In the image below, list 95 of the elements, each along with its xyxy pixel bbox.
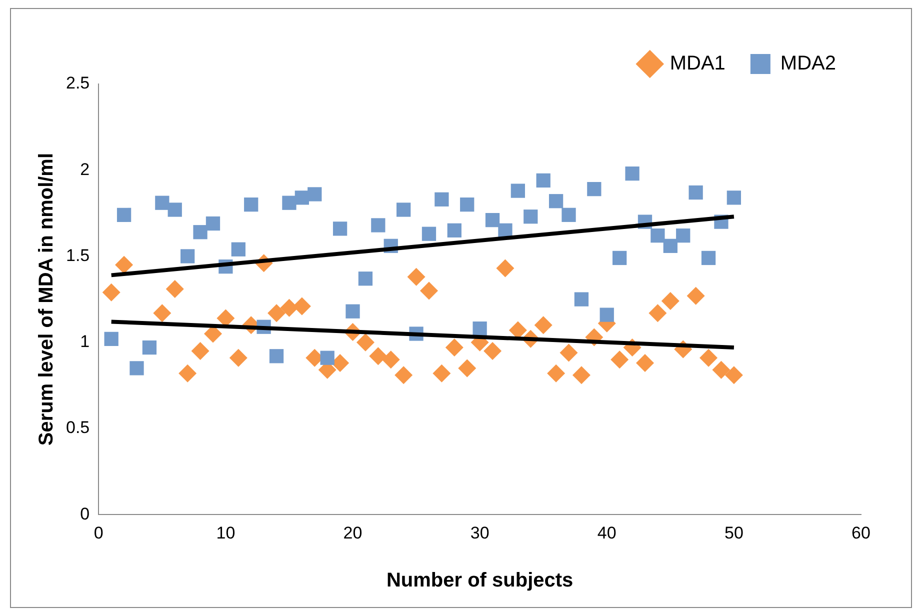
point — [292, 297, 311, 316]
point — [358, 272, 373, 286]
x-tick-label: 10 — [216, 523, 236, 542]
point — [472, 322, 487, 336]
point — [536, 173, 550, 188]
point — [724, 366, 743, 384]
point — [231, 242, 246, 256]
point — [166, 280, 184, 298]
y-tick-label: 0 — [80, 504, 90, 524]
point — [498, 223, 512, 238]
y-tick-label: 1.5 — [66, 246, 90, 265]
point — [130, 361, 144, 376]
point — [663, 238, 678, 253]
point — [676, 228, 690, 243]
point — [648, 304, 667, 322]
point — [686, 286, 705, 305]
point — [574, 292, 589, 306]
point — [193, 225, 208, 240]
point — [142, 340, 157, 355]
point — [282, 196, 296, 210]
point — [650, 228, 665, 243]
x-tick-label: 60 — [852, 523, 870, 542]
point — [308, 187, 322, 202]
point — [420, 282, 438, 300]
point — [661, 292, 680, 310]
legend-label: MDA2 — [780, 52, 836, 75]
point — [229, 348, 248, 367]
y-tick-label: 0.5 — [66, 418, 90, 438]
point — [294, 190, 309, 205]
point — [394, 366, 413, 384]
point — [407, 268, 426, 286]
point — [346, 304, 360, 318]
point — [102, 283, 120, 302]
point — [701, 250, 716, 266]
x-tick-label: 50 — [724, 523, 744, 542]
point — [280, 298, 298, 317]
point — [155, 196, 170, 210]
point — [562, 208, 576, 222]
y-tick-label: 2.5 — [66, 74, 90, 93]
point — [560, 344, 578, 362]
point — [548, 194, 564, 208]
point — [153, 304, 172, 322]
point — [726, 190, 742, 205]
point — [104, 332, 118, 346]
y-tick-label: 2 — [80, 160, 90, 179]
point — [636, 354, 654, 372]
point — [268, 304, 286, 322]
point — [700, 348, 718, 367]
point — [356, 333, 374, 352]
point — [712, 360, 730, 379]
legend-label: MDA1 — [670, 52, 726, 75]
x-tick-label: 40 — [597, 523, 616, 542]
point — [534, 316, 552, 334]
point — [178, 364, 197, 382]
point — [572, 366, 590, 384]
point — [422, 226, 436, 241]
point — [447, 223, 462, 238]
point — [369, 347, 388, 366]
point — [434, 192, 449, 206]
point — [332, 222, 348, 236]
point — [610, 350, 629, 369]
point — [168, 202, 182, 217]
point — [445, 338, 464, 357]
point — [587, 182, 602, 196]
point — [396, 202, 411, 217]
point — [458, 359, 476, 378]
point — [269, 349, 284, 364]
point — [371, 218, 386, 232]
point — [191, 342, 210, 360]
x-tick-label: 30 — [470, 523, 490, 542]
point — [115, 256, 134, 274]
point — [116, 208, 132, 222]
x-tick-label: 20 — [343, 523, 362, 542]
y-axis-title: Serum level of MDA in nmol/ml — [36, 152, 58, 446]
point — [484, 342, 502, 360]
point — [432, 364, 451, 382]
point — [331, 354, 350, 372]
x-tick-label: 0 — [94, 523, 104, 542]
point — [547, 364, 566, 382]
point — [612, 250, 627, 266]
point — [625, 166, 640, 181]
point — [382, 350, 400, 369]
point — [510, 184, 526, 198]
point — [320, 350, 334, 365]
point — [496, 259, 514, 278]
point — [524, 210, 538, 224]
point — [244, 197, 258, 212]
point — [206, 216, 220, 231]
point — [460, 197, 474, 212]
point — [600, 308, 614, 322]
point — [688, 185, 703, 200]
y-tick-label: 1 — [80, 332, 90, 352]
point — [485, 213, 500, 228]
x-axis-title: Number of subjects — [386, 570, 574, 592]
point — [180, 249, 195, 264]
